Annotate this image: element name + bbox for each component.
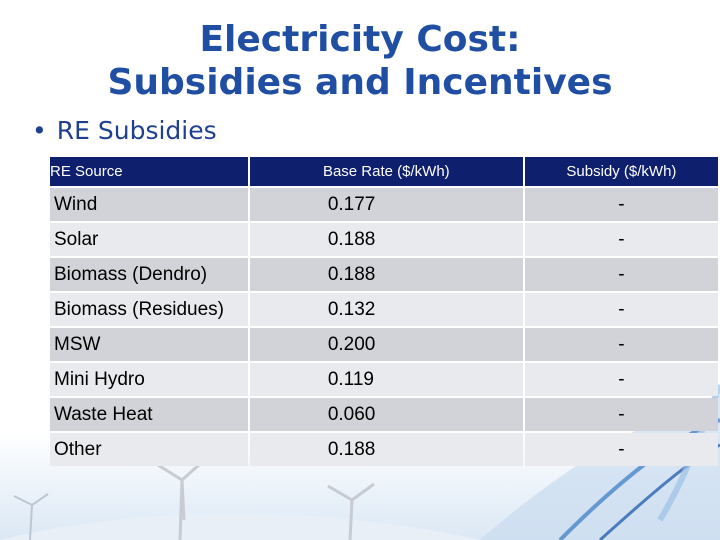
table-row: Waste Heat 0.060 - bbox=[50, 398, 718, 431]
cell-base-rate: 0.060 bbox=[249, 398, 523, 431]
cell-subsidy: - bbox=[524, 223, 718, 256]
cell-subsidy: - bbox=[524, 293, 718, 326]
table-row: Mini Hydro 0.119 - bbox=[50, 363, 718, 396]
cell-base-rate: 0.132 bbox=[249, 293, 523, 326]
cell-subsidy: - bbox=[524, 363, 718, 396]
table-header-row: RE Source Base Rate ($/kWh) Subsidy ($/k… bbox=[50, 157, 718, 186]
cell-subsidy: - bbox=[524, 188, 718, 221]
cell-base-rate: 0.177 bbox=[249, 188, 523, 221]
cell-subsidy: - bbox=[524, 258, 718, 291]
header-subsidy: Subsidy ($/kWh) bbox=[524, 157, 718, 186]
table-row: MSW 0.200 - bbox=[50, 328, 718, 361]
cell-source: Wind bbox=[50, 188, 248, 221]
table-row: Biomass (Residues) 0.132 - bbox=[50, 293, 718, 326]
cell-base-rate: 0.188 bbox=[249, 258, 523, 291]
cell-subsidy: - bbox=[524, 328, 718, 361]
bullet-text: RE Subsidies bbox=[56, 116, 217, 145]
title-line-2: Subsidies and Incentives bbox=[107, 62, 613, 103]
cell-source: Other bbox=[50, 433, 248, 466]
cell-source: Mini Hydro bbox=[50, 363, 248, 396]
cell-base-rate: 0.119 bbox=[249, 363, 523, 396]
cell-source: Solar bbox=[50, 223, 248, 256]
cell-base-rate: 0.200 bbox=[249, 328, 523, 361]
cell-source: Biomass (Residues) bbox=[50, 293, 248, 326]
re-subsidies-table: RE Source Base Rate ($/kWh) Subsidy ($/k… bbox=[48, 155, 720, 468]
header-re-source: RE Source bbox=[50, 157, 248, 186]
cell-base-rate: 0.188 bbox=[249, 433, 523, 466]
bullet-item: • RE Subsidies bbox=[32, 116, 217, 145]
cell-source: Waste Heat bbox=[50, 398, 248, 431]
title-line-1: Electricity Cost: bbox=[199, 19, 521, 60]
slide-title: Electricity Cost: Subsidies and Incentiv… bbox=[0, 18, 720, 104]
cell-subsidy: - bbox=[524, 398, 718, 431]
header-base-rate: Base Rate ($/kWh) bbox=[249, 157, 523, 186]
bullet-dot-icon: • bbox=[32, 116, 47, 145]
table-row: Biomass (Dendro) 0.188 - bbox=[50, 258, 718, 291]
cell-source: Biomass (Dendro) bbox=[50, 258, 248, 291]
cell-source: MSW bbox=[50, 328, 248, 361]
table-row: Solar 0.188 - bbox=[50, 223, 718, 256]
table-row: Wind 0.177 - bbox=[50, 188, 718, 221]
cell-base-rate: 0.188 bbox=[249, 223, 523, 256]
cell-subsidy: - bbox=[524, 433, 718, 466]
table-row: Other 0.188 - bbox=[50, 433, 718, 466]
